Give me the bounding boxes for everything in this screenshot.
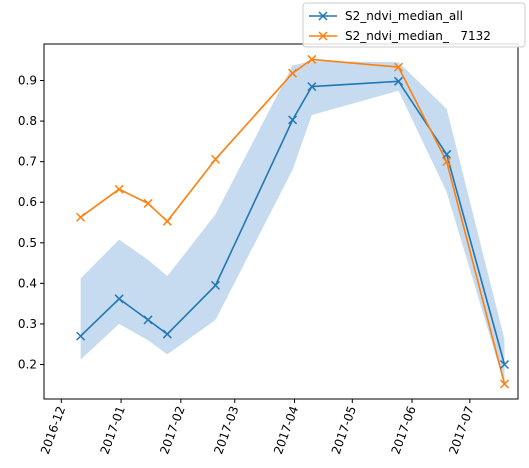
series-1-point <box>143 315 153 325</box>
legend-marker-icon <box>318 11 328 21</box>
x-tick-label: 2017-02 <box>157 404 187 456</box>
series-2-point <box>307 54 317 64</box>
series-markers-layer <box>76 54 510 389</box>
series-1-point <box>210 280 221 290</box>
series-1-point <box>499 359 510 370</box>
y-tick-label: 0.4 <box>18 276 37 290</box>
plot-frame <box>43 43 519 400</box>
series-1-point <box>442 149 452 159</box>
y-tick-label: 0.7 <box>18 155 37 169</box>
x-tick-label: 2017-06 <box>389 404 419 456</box>
series-1-point <box>288 115 298 125</box>
legend-entry: S2_ndvi_median_all <box>309 9 463 23</box>
x-tick-label: 2017-03 <box>211 404 241 456</box>
y-axis: 0.2 0.3 0.4 0.5 0.6 0.7 0.8 0.9 <box>18 74 44 372</box>
x-tick-label: 2017-01 <box>98 404 128 456</box>
x-tick-label: 2017-05 <box>329 404 359 456</box>
series-2-point <box>288 68 298 78</box>
series-2-point <box>114 184 124 194</box>
legend-label: S2_ndvi_median_all <box>345 9 463 23</box>
series-1-point <box>307 82 317 92</box>
y-tick-label: 0.6 <box>18 195 37 209</box>
series-2-point <box>442 157 452 167</box>
x-tick-label: 2016-12 <box>38 404 68 456</box>
confidence-band-1 <box>80 61 505 385</box>
legend-marker-icon <box>318 31 328 41</box>
y-tick-label: 0.5 <box>18 236 37 250</box>
series-1-point <box>162 329 172 339</box>
x-axis: 2016-12 2017-01 2017-02 2017-03 2017-04 2017-… <box>38 399 477 456</box>
series-2-point <box>162 216 172 226</box>
series-2-point <box>394 62 404 72</box>
y-tick-label: 0.3 <box>18 317 37 331</box>
legend-label: S2_ndvi_median_ 7132 <box>345 29 491 43</box>
series-1-point <box>76 331 86 341</box>
y-tick-label: 0.9 <box>18 74 37 88</box>
series-1-point <box>394 76 404 86</box>
series-line-1 <box>80 80 506 365</box>
series-lines-layer <box>80 58 506 385</box>
legend-box <box>302 2 526 48</box>
y-tick-label: 0.2 <box>18 358 37 372</box>
legend-entry: S2_ndvi_median_ 7132 <box>309 29 491 43</box>
series-2-point <box>76 212 86 222</box>
series-2-point <box>499 379 510 389</box>
series-1-point <box>114 294 124 304</box>
x-tick-label: 2017-04 <box>271 404 301 456</box>
legend: S2_ndvi_median_all S2_ndvi_median_ 7132 <box>302 2 526 48</box>
series-2-point <box>210 154 221 164</box>
series-line-2 <box>80 58 506 385</box>
series-2-point <box>143 198 153 208</box>
x-tick-label: 2017-07 <box>446 404 476 456</box>
y-tick-label: 0.8 <box>18 114 37 128</box>
confidence-band-layer <box>80 61 505 385</box>
